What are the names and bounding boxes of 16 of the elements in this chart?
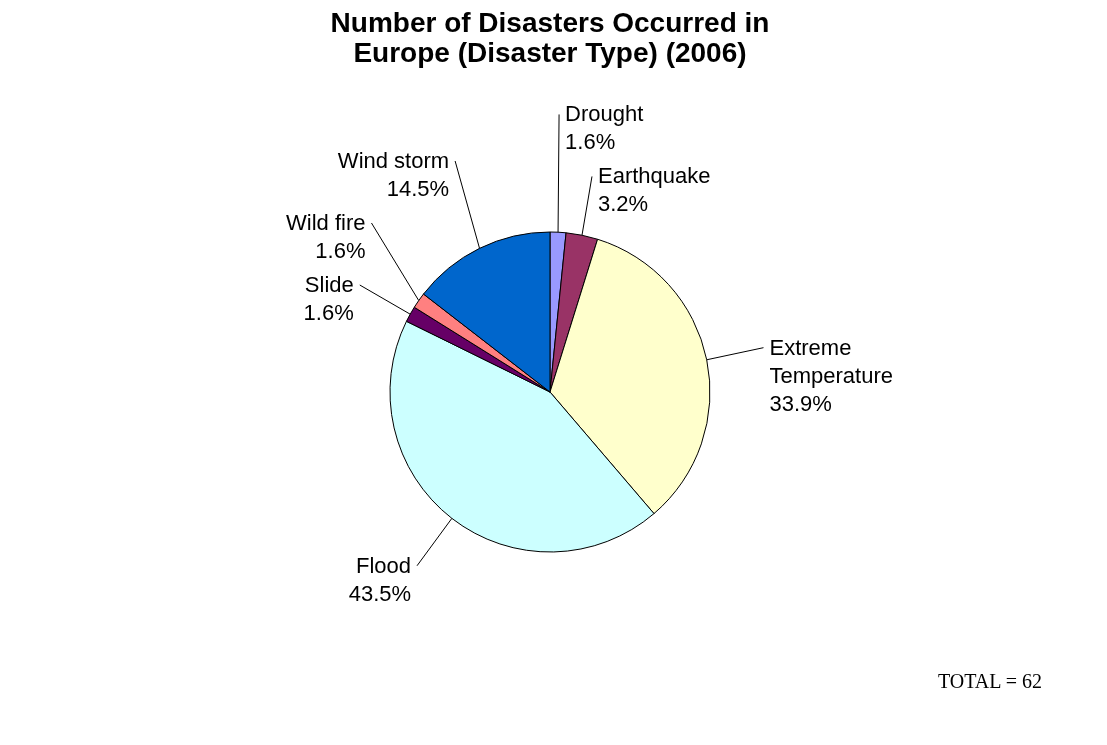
slice-label: Extreme Temperature [769, 334, 894, 388]
slice-label: Earthquake [597, 163, 711, 189]
slice-label: Flood [356, 552, 412, 578]
data-label: 14.5% [386, 176, 450, 202]
text: TOTAL = 62 [937, 670, 1043, 692]
slice-label: Slide [304, 272, 354, 298]
slice-label: Drought [565, 101, 644, 127]
slice-label: Wind storm [337, 148, 450, 174]
slice-label: Wild fire [286, 210, 366, 236]
data-label: 43.5% [348, 580, 412, 606]
chart-title: Number of Disasters Occurred in Europe (Disaster Type) (2006) [330, 7, 770, 68]
data-label: 1.6% [303, 300, 354, 326]
data-label: 1.6% [315, 238, 366, 264]
data-label: 33.9% [769, 390, 832, 416]
data-label: 1.6% [565, 129, 616, 155]
data-label: 3.2% [597, 191, 649, 217]
